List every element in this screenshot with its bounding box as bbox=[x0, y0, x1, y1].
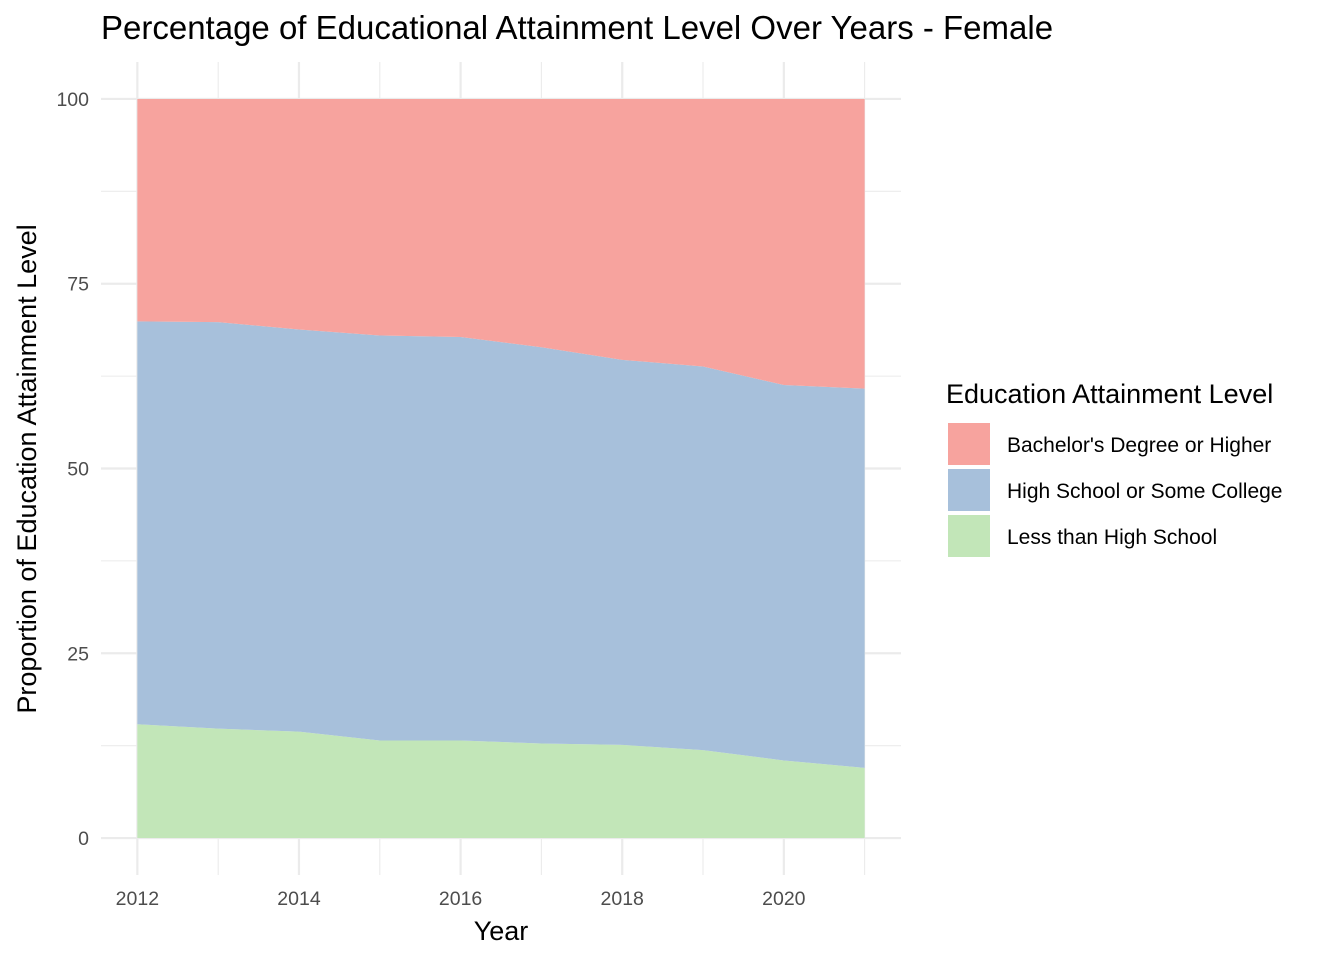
legend-label-bachelor-s-degree-or-higher: Bachelor's Degree or Higher bbox=[1007, 434, 1271, 457]
y-tick-label: 75 bbox=[67, 274, 89, 296]
x-axis-title: Year bbox=[474, 916, 529, 946]
y-axis-title: Proportion of Education Attainment Level bbox=[12, 224, 42, 713]
x-tick-label: 2020 bbox=[762, 888, 806, 910]
chart-title: Percentage of Educational Attainment Lev… bbox=[101, 9, 1053, 46]
area-bachelor-s-degree-or-higher bbox=[137, 98, 865, 389]
legend-key-less-than-high-school bbox=[948, 515, 990, 557]
y-tick-label: 0 bbox=[78, 828, 89, 850]
legend-key-high-school-or-some-college bbox=[948, 469, 990, 511]
y-tick-label: 25 bbox=[67, 643, 89, 665]
x-tick-label: 2014 bbox=[277, 888, 321, 910]
y-tick-label: 100 bbox=[56, 89, 89, 111]
area-less-than-high-school bbox=[137, 724, 865, 839]
legend-title: Education Attainment Level bbox=[946, 379, 1273, 409]
legend-key-bachelor-s-degree-or-higher bbox=[948, 423, 990, 465]
area-high-school-or-some-college bbox=[137, 321, 865, 768]
x-axis-ticks: 2012 2014 2016 2018 2020 bbox=[116, 888, 806, 910]
x-tick-label: 2012 bbox=[116, 888, 159, 910]
y-tick-label: 50 bbox=[67, 459, 89, 481]
x-tick-label: 2018 bbox=[601, 888, 644, 910]
legend: Education Attainment Level Bachelor's De… bbox=[946, 379, 1282, 557]
x-tick-label: 2016 bbox=[439, 888, 482, 910]
legend-label-high-school-or-some-college: High School or Some College bbox=[1007, 480, 1282, 503]
legend-label-less-than-high-school: Less than High School bbox=[1007, 526, 1217, 549]
area-series bbox=[137, 98, 865, 839]
y-axis-ticks: 0 25 50 75 100 bbox=[56, 89, 89, 850]
